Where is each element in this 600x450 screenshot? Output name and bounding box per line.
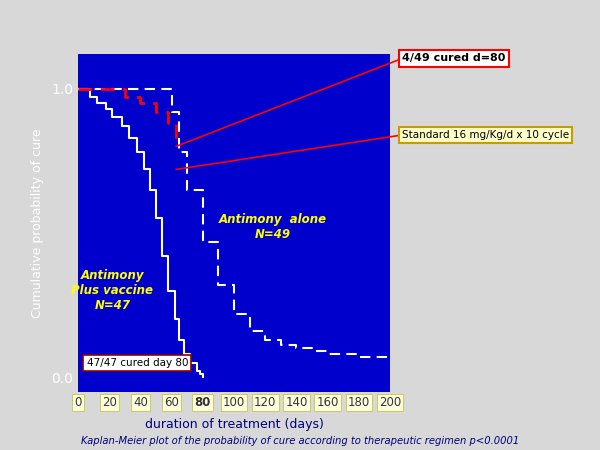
Text: 47/47 cured day 80: 47/47 cured day 80 (86, 358, 188, 368)
X-axis label: duration of treatment (days): duration of treatment (days) (145, 418, 323, 431)
Text: Kaplan-Meier plot of the probability of cure according to therapeutic regimen p<: Kaplan-Meier plot of the probability of … (81, 436, 519, 446)
Text: Antimony  alone
N=49: Antimony alone N=49 (219, 213, 327, 241)
Text: 4/49 cured d=80: 4/49 cured d=80 (402, 54, 505, 63)
Y-axis label: Cumulative probability of cure: Cumulative probability of cure (31, 128, 44, 318)
Text: Standard 16 mg/Kg/d x 10 cycle: Standard 16 mg/Kg/d x 10 cycle (402, 130, 569, 140)
Text: Antimony
Plus vaccine
N=47: Antimony Plus vaccine N=47 (71, 269, 154, 312)
